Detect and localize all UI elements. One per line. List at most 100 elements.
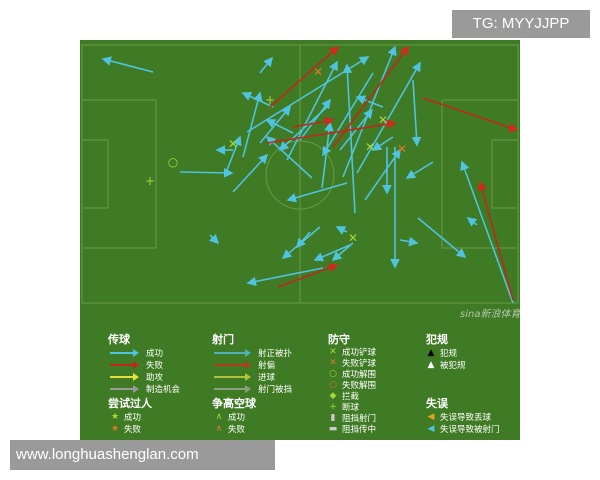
pass-success-arrow xyxy=(335,226,348,235)
pass-fail-arrow xyxy=(277,263,339,288)
dash-icon: ▬ xyxy=(328,424,338,434)
pass-fail-arrow xyxy=(332,45,409,148)
pass-success-arrow xyxy=(356,61,421,174)
legend-assist: 助攻 xyxy=(110,371,163,383)
pass-success-arrow xyxy=(399,236,419,247)
pass-fail-arrow xyxy=(477,180,514,301)
pass-success-arrow xyxy=(299,98,331,141)
pass-success-arrow xyxy=(460,160,514,304)
pass-success-arrow xyxy=(179,168,234,178)
legend-pass-success: 成功 xyxy=(110,347,163,359)
pass-success-arrow xyxy=(226,135,242,171)
clearance-marker: ○ xyxy=(168,155,178,169)
pitch-lines xyxy=(81,44,519,304)
tackle-fail-marker: ✕ xyxy=(397,142,407,156)
legend-shot-off: 射偏 xyxy=(214,359,275,371)
legend-errors-title: 失误 xyxy=(426,397,448,410)
tackle-won-marker: + xyxy=(145,174,155,188)
triangle-icon: ▲ xyxy=(427,348,435,358)
pass-success-arrow xyxy=(466,217,478,227)
pass-fail-arrow xyxy=(422,97,519,132)
tackle-fail-marker: ✕ xyxy=(313,65,323,79)
pass-success-arrow xyxy=(208,233,220,245)
pass-success-arrow xyxy=(246,267,324,287)
pentagon-icon: ◀ xyxy=(427,424,435,434)
pass-success-arrow xyxy=(371,136,394,151)
pass-success-arrow xyxy=(295,231,311,249)
star-icon: ★ xyxy=(110,412,120,422)
tackle-won-marker: + xyxy=(265,93,275,107)
pass-success-arrow xyxy=(265,119,294,134)
legend-block-shot: ▮ 阻挡射门 xyxy=(328,412,377,424)
legend-dribble-title: 尝试过人 xyxy=(108,397,152,410)
legend-clearance-success: ○ 成功解围 xyxy=(329,369,377,380)
plus-icon: + xyxy=(329,402,337,412)
cross-icon: ✕ xyxy=(329,347,337,357)
legend-dribble-fail: ★ 失败 xyxy=(110,424,142,435)
legend-fouled: ▲ 被犯规 xyxy=(427,360,466,371)
legend-aerial-fail: ∧ 失败 xyxy=(215,424,246,435)
pentagon-icon: ◀ xyxy=(427,412,435,422)
pass-success-arrow xyxy=(355,95,384,108)
circle-icon: ○ xyxy=(329,380,337,390)
bar-icon: ▮ xyxy=(330,413,336,423)
legend-shot-saved: 射正被扑 xyxy=(214,347,292,359)
legend-goal: 进球 xyxy=(214,371,275,383)
legend-dribble-success: ★ 成功 xyxy=(110,412,142,423)
pass-success-arrow xyxy=(364,148,401,201)
pass-success-arrow xyxy=(286,182,348,203)
tackle-success-marker: ✕ xyxy=(228,137,238,151)
legend-tackle-won: + 断球 xyxy=(329,402,360,413)
pass-success-arrow xyxy=(242,91,263,158)
legend-foul: ▲ 犯规 xyxy=(427,348,458,359)
legend-pass-fail: 失败 xyxy=(110,359,163,371)
pass-success-arrow xyxy=(405,161,434,179)
pass-success-arrow xyxy=(241,92,274,108)
url-watermark: www.longhuashenglan.com xyxy=(10,440,275,470)
legend-shot-blocked: 射门被挡 xyxy=(214,383,292,395)
pass-success-arrow xyxy=(286,60,338,161)
pass-success-arrow xyxy=(232,153,269,193)
diamond-icon: ◆ xyxy=(329,391,337,401)
star-icon: ★ xyxy=(110,424,120,434)
tackle-success-marker: ✕ xyxy=(378,113,388,127)
pass-success-arrow xyxy=(331,242,354,262)
tackle-success-marker: ✕ xyxy=(365,140,375,154)
caret-icon: ∧ xyxy=(215,424,223,434)
pass-success-arrow xyxy=(313,244,351,262)
pass-success-arrow xyxy=(259,56,273,74)
pass-fail-arrow xyxy=(266,119,397,144)
pass-success-arrow xyxy=(411,79,422,147)
legend-defense-title: 防守 xyxy=(328,333,350,346)
legend-interception: ◆ 拦截 xyxy=(329,391,360,402)
legend-aerial-success: ∧ 成功 xyxy=(215,412,246,423)
pass-success-arrow xyxy=(342,63,356,214)
legend-error-loss: ◀ 失误导致丢球 xyxy=(427,412,492,423)
pass-success-arrow xyxy=(259,105,292,144)
pass-success-arrow xyxy=(339,108,373,151)
pass-success-arrow xyxy=(101,56,154,73)
pass-fail-arrow xyxy=(292,116,335,128)
pass-success-arrow xyxy=(322,72,374,157)
cross-icon: ✕ xyxy=(329,358,337,368)
circle-icon: ○ xyxy=(329,369,337,379)
tackle-success-marker: ✕ xyxy=(348,231,358,245)
legend-block-cross: ▬ 阻挡传中 xyxy=(328,424,377,435)
legend-tackle-success: ✕ 成功铲球 xyxy=(329,347,377,358)
caret-icon: ∧ xyxy=(215,412,223,422)
legend-aerial-title: 争高空球 xyxy=(212,397,256,410)
legend-tackle-fail: ✕ 失败铲球 xyxy=(329,358,377,369)
legend-chance: 制造机会 xyxy=(110,383,180,395)
legend-clearance-fail: ○ 失败解围 xyxy=(329,380,377,391)
tg-watermark: TG: MYYJJPP xyxy=(452,10,590,38)
legend-passing-title: 传球 xyxy=(108,333,130,346)
pass-fail-arrow xyxy=(269,45,340,108)
legend-error-shot: ◀ 失误导致被射门 xyxy=(427,424,500,435)
legend: 传球 成功 失败 助攻 制造机会 射门 射正被扑 射偏 进球 射门被挡 防守 ✕… xyxy=(80,325,520,440)
pass-success-arrow xyxy=(417,217,467,259)
triangle-icon: ▲ xyxy=(427,360,435,370)
pitch: ✕✕✕✕✕✕++○ xyxy=(81,44,519,304)
legend-shooting-title: 射门 xyxy=(212,333,234,346)
sina-watermark: sina新浪体育 xyxy=(460,309,521,320)
legend-fouls-title: 犯规 xyxy=(426,333,448,346)
